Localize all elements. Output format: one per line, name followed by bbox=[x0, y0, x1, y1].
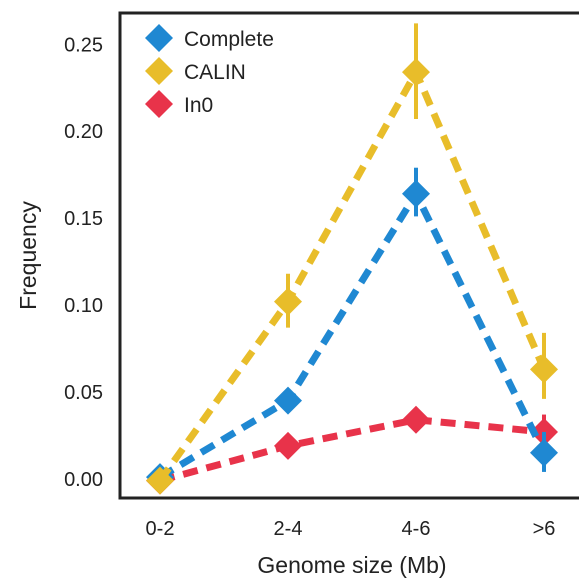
series-line bbox=[159, 416, 545, 484]
series-complete bbox=[146, 167, 558, 492]
data-point bbox=[402, 58, 430, 87]
y-tick-label: 0.00 bbox=[64, 469, 103, 491]
legend-marker bbox=[145, 24, 173, 52]
series-line bbox=[157, 64, 548, 483]
legend-label: Complete bbox=[184, 28, 274, 51]
y-tick-label: 0.10 bbox=[64, 295, 103, 317]
y-tick-label: 0.05 bbox=[64, 382, 103, 404]
data-point bbox=[402, 179, 430, 208]
data-point bbox=[530, 438, 558, 467]
y-tick-label: 0.25 bbox=[64, 34, 103, 56]
y-tick-label: 0.15 bbox=[64, 208, 103, 230]
plot-frame bbox=[118, 11, 579, 500]
y-axis: 0.00 0.05 0.10 0.15 0.20 0.25 bbox=[64, 34, 103, 491]
x-tick-label: 0-2 bbox=[146, 518, 175, 540]
legend-label: CALIN bbox=[184, 61, 246, 84]
x-axis-label: Genome size (Mb) bbox=[257, 552, 446, 578]
x-tick-label: >6 bbox=[533, 518, 556, 540]
plot-marks bbox=[146, 23, 558, 495]
y-tick-label: 0.20 bbox=[64, 121, 103, 143]
data-point bbox=[146, 466, 174, 495]
legend-label: In0 bbox=[184, 94, 213, 117]
data-point bbox=[274, 287, 302, 316]
legend-marker bbox=[145, 57, 173, 85]
data-point bbox=[530, 355, 558, 384]
data-point bbox=[274, 386, 302, 415]
series-line bbox=[158, 186, 548, 481]
data-point bbox=[402, 405, 430, 434]
y-axis-label: Frequency bbox=[15, 201, 41, 310]
x-axis: 0-2 2-4 4-6 >6 bbox=[146, 518, 556, 540]
x-tick-label: 2-4 bbox=[274, 518, 303, 540]
legend-marker bbox=[145, 90, 173, 118]
legend: Complete CALIN In0 bbox=[145, 24, 274, 118]
x-tick-label: 4-6 bbox=[402, 518, 431, 540]
series-calin bbox=[146, 23, 558, 495]
data-point bbox=[274, 431, 302, 460]
